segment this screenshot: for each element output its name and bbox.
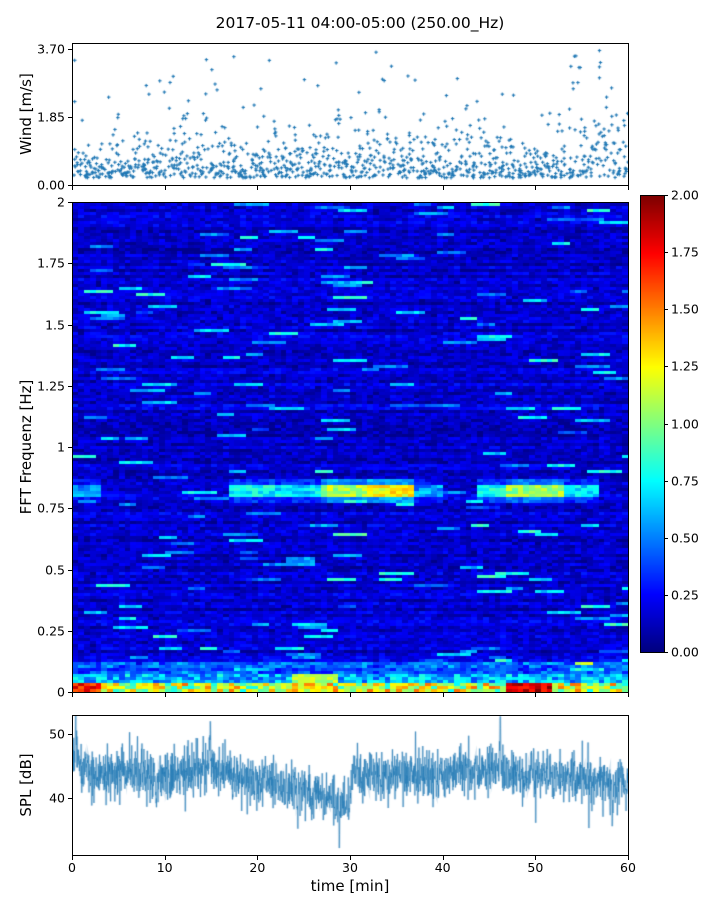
colorbar-tick-mark xyxy=(665,309,668,311)
wind-scatter-panel xyxy=(72,43,629,186)
spl-xtick-mark xyxy=(350,856,351,860)
colorbar-tick-mark xyxy=(665,195,668,196)
fft-ytick-mark xyxy=(68,202,72,203)
colorbar-tick-mark xyxy=(665,423,668,425)
colorbar xyxy=(640,195,665,653)
colorbar-tick-label: 0.50 xyxy=(671,530,699,546)
fft-ytick-label: 0 xyxy=(57,684,65,700)
colorbar-tick-mark xyxy=(665,480,668,482)
fft-ytick-mark xyxy=(68,447,72,448)
spl-xtick-mark xyxy=(628,856,629,860)
fft-ytick-mark xyxy=(68,385,72,387)
wind-ytick-mark xyxy=(68,48,72,50)
spl-xtick-mark xyxy=(164,856,166,860)
fft-ytick-mark xyxy=(68,569,72,571)
colorbar-tick-mark xyxy=(665,594,668,596)
spectrogram-canvas xyxy=(73,203,628,692)
wind-xtick-mark xyxy=(257,186,259,190)
fft-ytick-mark xyxy=(68,508,72,510)
colorbar-tick-label: 1.00 xyxy=(671,416,699,431)
spl-canvas xyxy=(73,716,628,855)
colorbar-tick-label: 0.75 xyxy=(671,473,699,489)
spl-xtick-mark xyxy=(72,856,73,860)
colorbar-tick-label: 0.25 xyxy=(671,587,699,603)
spectrogram-xtick-mark xyxy=(628,693,629,697)
colorbar-tick-label: 0.00 xyxy=(671,644,699,660)
figure-title: 2017-05-11 04:00-05:00 (250.00_Hz) xyxy=(215,14,505,32)
colorbar-tick-label: 1.50 xyxy=(671,301,699,317)
colorbar-tick-label: 1.75 xyxy=(671,244,699,260)
wind-xtick-mark xyxy=(628,186,629,190)
spl-ytick-label: 40 xyxy=(49,790,65,806)
spl-xtick-mark xyxy=(442,856,444,860)
fft-ytick-label: 1.75 xyxy=(37,255,65,271)
wind-ytick-mark xyxy=(68,185,72,186)
x-tick-label: 10 xyxy=(156,860,173,875)
spectrogram-xtick-mark xyxy=(535,693,537,697)
x-axis-label: time [min] xyxy=(310,877,390,895)
fft-ytick-mark xyxy=(68,630,72,632)
x-tick-label: 30 xyxy=(342,860,358,875)
wind-ytick-label: 1.85 xyxy=(37,109,65,125)
colorbar-tick-mark xyxy=(665,252,668,254)
colorbar-tick-mark xyxy=(665,652,668,653)
fft-ytick-label: 1.5 xyxy=(45,317,65,332)
colorbar-tick-mark xyxy=(665,537,668,539)
fft-ytick-label: 0.75 xyxy=(37,500,65,516)
wind-xtick-mark xyxy=(535,186,537,190)
wind-xtick-mark xyxy=(72,186,73,190)
fft-ytick-mark xyxy=(68,692,72,693)
spl-y-axis-label: SPL [dB] xyxy=(17,753,35,817)
spectrogram-xtick-mark xyxy=(442,693,444,697)
wind-xtick-mark xyxy=(350,186,351,190)
x-tick-label: 60 xyxy=(620,860,636,875)
spl-panel xyxy=(72,715,629,856)
spectrogram-xtick-mark xyxy=(350,693,351,697)
spl-xtick-mark xyxy=(257,856,259,860)
spectrogram-panel xyxy=(72,202,629,693)
wind-ytick-mark xyxy=(68,116,72,118)
colorbar-canvas xyxy=(641,196,664,652)
x-tick-label: 50 xyxy=(527,860,544,875)
wind-xtick-mark xyxy=(164,186,166,190)
spectrogram-xtick-mark xyxy=(72,693,73,697)
fft-ytick-label: 2 xyxy=(57,194,65,210)
fft-ytick-mark xyxy=(68,263,72,265)
x-tick-label: 40 xyxy=(434,860,451,875)
colorbar-tick-label: 1.25 xyxy=(671,358,699,374)
fft-ytick-mark xyxy=(68,324,72,326)
fft-y-axis-label: FFT Frequenz [Hz] xyxy=(17,379,35,515)
spl-xtick-mark xyxy=(535,856,537,860)
spectrogram-xtick-mark xyxy=(257,693,259,697)
fft-ytick-label: 1.25 xyxy=(37,378,65,394)
x-tick-label: 0 xyxy=(68,860,76,875)
fft-ytick-label: 0.5 xyxy=(45,562,65,577)
wind-ytick-label: 3.70 xyxy=(37,41,65,57)
spectrogram-xtick-mark xyxy=(164,693,166,697)
fft-ytick-label: 1 xyxy=(57,439,65,455)
wind-ytick-label: 0.00 xyxy=(37,177,65,193)
wind-xtick-mark xyxy=(442,186,444,190)
colorbar-tick-label: 2.00 xyxy=(671,187,699,203)
x-tick-label: 20 xyxy=(249,860,266,875)
spl-ytick-mark xyxy=(68,797,72,799)
colorbar-tick-mark xyxy=(665,366,668,368)
fft-ytick-label: 0.25 xyxy=(37,623,65,639)
wind-y-axis-label: Wind [m/s] xyxy=(17,73,35,155)
spl-ytick-mark xyxy=(68,734,72,736)
spl-ytick-label: 50 xyxy=(49,726,65,742)
wind-scatter-canvas xyxy=(73,44,628,185)
